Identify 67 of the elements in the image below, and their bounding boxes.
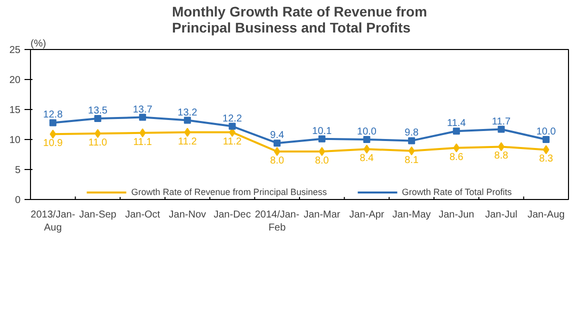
x-tick-label: Jan-Jun: [438, 210, 474, 220]
data-label: 12.8: [43, 110, 64, 121]
x-tick-label: Jan-Aug: [527, 210, 565, 220]
data-label: 8.0: [314, 156, 330, 166]
data-label: 11.1: [133, 136, 152, 148]
point: [274, 140, 281, 147]
data-label: 10.1: [312, 126, 332, 137]
point: [542, 145, 550, 154]
data-label: 13.2: [178, 107, 198, 118]
data-label: 8.1: [404, 154, 419, 166]
point: [184, 128, 191, 137]
y-tick-label: 0: [14, 195, 21, 206]
data-label: 10.9: [43, 138, 64, 150]
chart-title: Monthly Growth Rate of Revenue from Principal Business and Total Profits: [172, 4, 428, 36]
point: [274, 147, 280, 156]
point: [139, 128, 146, 138]
y-tick-label: 25: [9, 45, 21, 56]
point: [94, 129, 101, 138]
point: [50, 130, 56, 139]
data-label: 10.0: [357, 126, 377, 138]
point: [318, 135, 326, 142]
y-tick-label: 10: [9, 135, 21, 146]
x-tick-label: Jan-May: [392, 210, 431, 220]
data-label: 11.0: [88, 138, 108, 148]
data-label: 12.2: [222, 113, 242, 124]
data-label: 8.3: [539, 154, 554, 165]
x-tick-label: Jan-Nov: [168, 210, 206, 220]
point: [408, 146, 415, 156]
point: [184, 116, 191, 124]
x-tick-label: Jan-Mar: [304, 210, 341, 220]
x-tick-label: 2014/Jan- Feb: [254, 210, 300, 234]
data-label: 9.4: [270, 130, 284, 142]
point: [49, 119, 56, 126]
point: [452, 128, 460, 135]
x-tick-label: Jan-Oct: [125, 210, 160, 220]
point: [94, 115, 102, 122]
data-label: 11.2: [178, 136, 198, 148]
y-tick-label: 15: [9, 105, 21, 116]
x-tick-label: Jan-Jul: [485, 210, 518, 220]
x-tick-label: Jan-Dec: [214, 210, 251, 220]
data-label: 10.0: [536, 126, 556, 138]
data-label: 8.4: [360, 153, 374, 164]
data-label: 8.6: [449, 152, 464, 163]
x-tick-label: Jan-Apr: [349, 210, 385, 220]
data-label: 11.2: [222, 136, 242, 148]
point: [228, 122, 236, 130]
point: [318, 147, 326, 156]
point: [453, 143, 460, 152]
x-tick-label: 2013/Jan- Aug: [30, 210, 76, 234]
data-label: 8.0: [270, 156, 284, 166]
y-tick-label: 20: [9, 75, 21, 86]
data-label: 13.5: [88, 106, 108, 116]
data-label: 13.7: [132, 104, 153, 116]
legend-label: Growth Rate of Total Profits: [402, 187, 512, 197]
y-axis-title: (%): [30, 38, 46, 50]
legend-label: Growth Rate of Revenue from Principal Business: [131, 187, 327, 197]
data-label: 11.7: [492, 116, 512, 128]
point: [542, 136, 550, 143]
data-label: 11.4: [447, 118, 466, 130]
point: [498, 126, 505, 133]
point: [139, 114, 146, 121]
data-label: 8.8: [494, 150, 509, 162]
point: [363, 136, 370, 143]
y-tick-label: 5: [14, 165, 21, 176]
point: [408, 137, 416, 144]
data-label: 9.8: [404, 128, 419, 139]
x-tick-label: Jan-Sep: [79, 210, 117, 220]
